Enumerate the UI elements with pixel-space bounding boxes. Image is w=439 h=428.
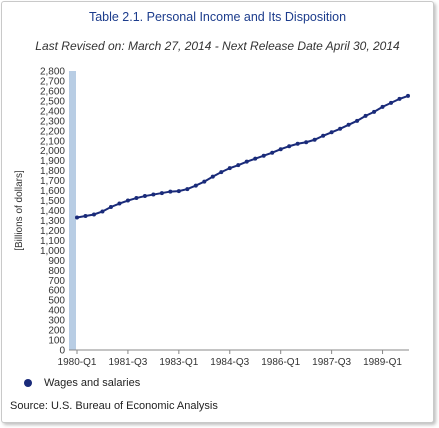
y-axis-bar [69,71,76,350]
data-point [219,170,224,175]
y-tick-label: 2,700 [40,76,65,87]
y-tick-label: 500 [48,296,65,307]
y-tick-label: 300 [48,316,65,327]
line-chart: 01002003004005006007008009001,0001,1001,… [14,67,410,368]
data-point [312,137,317,142]
data-point [236,163,241,168]
data-point [397,96,402,101]
data-point [100,209,105,214]
data-point [304,140,309,145]
data-point [185,187,190,192]
x-tick-label: 1984-Q3 [210,357,249,368]
y-tick-label: 1,700 [40,176,65,187]
data-point [202,179,207,184]
y-tick-label: 900 [48,256,65,267]
y-tick-label: 600 [48,286,65,297]
y-tick-label: 1,300 [40,216,65,227]
y-tick-label: 2,100 [40,136,65,147]
data-point [372,109,377,114]
data-point [363,113,368,118]
data-point [406,93,410,98]
x-tick-label: 1980-Q1 [58,357,97,368]
x-axis: 1980-Q1 1981-Q3 1983-Q1 1984-Q3 1986-Q1 1987-… [58,350,402,368]
y-tick-label: 1,900 [40,156,65,167]
y-tick-label: 1,200 [40,226,65,237]
y-tick-label: 2,400 [40,106,65,117]
data-point [244,159,249,164]
y-tick-label: 2,000 [40,146,65,157]
legend-marker-icon [24,379,32,387]
data-point [253,156,258,161]
data-point [321,133,326,138]
data-point [108,205,113,210]
data-point [91,212,96,217]
data-point [227,166,232,171]
data-point [176,189,181,194]
data-point [142,194,147,199]
y-tick-label: 1,000 [40,246,65,257]
data-point [270,150,275,155]
y-tick-label: 1,400 [40,206,65,217]
x-tick-label: 1987-Q3 [312,357,351,368]
series-line-wages-and-salaries [76,94,409,219]
data-point [261,153,266,158]
y-tick-label: 2,300 [40,116,65,127]
data-point [83,213,88,218]
chart-title: Table 2.1. Personal Income and Its Dispo… [88,10,347,24]
y-tick-label: 2,600 [40,86,65,97]
y-tick-label: 2,800 [40,67,65,78]
source-note: Source: U.S. Bureau of Economic Analysis [10,400,218,412]
data-point [389,100,394,105]
data-point [159,191,164,196]
x-tick-label: 1989-Q1 [363,357,402,368]
data-point [346,122,351,127]
chart-frame: Table 2.1. Personal Income and Its Dispo… [1,1,434,423]
y-tick-label: 1,100 [40,236,65,247]
y-tick-label: 0 [59,346,65,357]
data-point [295,141,300,146]
y-tick-label: 700 [48,276,65,287]
series-points [75,93,410,220]
legend-label: Wages and salaries [44,377,141,389]
x-tick-label: 1986-Q1 [261,357,300,368]
y-tick-label: 400 [48,306,65,317]
data-point [151,192,156,197]
data-point [287,144,292,149]
data-point [134,196,139,201]
y-tick-label: 1,800 [40,166,65,177]
y-tick-label: 800 [48,266,65,277]
chart-subtitle: Last Revised on: March 27, 2014 - Next R… [35,39,400,53]
data-point [193,183,198,188]
y-tick-label: 2,200 [40,126,65,137]
data-point [278,147,283,152]
legend: Wages and salaries [24,377,140,389]
data-point [355,118,360,123]
y-tick-label: 1,500 [40,196,65,207]
data-point [329,130,334,135]
data-point [380,104,385,109]
data-point [117,201,122,206]
y-tick-label: 1,600 [40,186,65,197]
data-point [210,174,215,179]
y-tick-label: 100 [48,336,65,347]
x-tick-label: 1981-Q3 [108,357,147,368]
y-axis-label: [Billions of dollars] [14,170,25,251]
data-point [75,215,79,220]
data-point [338,126,343,131]
data-point [125,198,130,203]
y-tick-label: 2,500 [40,96,65,107]
data-point [168,189,173,194]
x-tick-label: 1983-Q1 [159,357,198,368]
y-tick-label: 200 [48,326,65,337]
